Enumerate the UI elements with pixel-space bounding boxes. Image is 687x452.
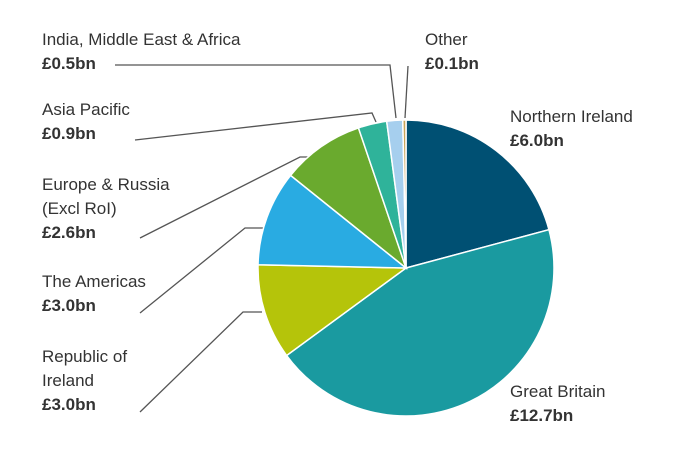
pie-slice [402,119,407,269]
value-label: £0.5bn [42,54,96,73]
category-name: Europe & Russia (Excl RoI) [42,175,170,218]
value-label: £6.0bn [510,131,564,150]
pie-slice [257,264,409,357]
leader-line [134,112,377,141]
leader-line [139,311,262,413]
category-name: Northern Ireland [510,107,633,126]
pie-slice [405,119,550,269]
leader-line [404,65,409,119]
value-label: £0.9bn [42,124,96,143]
value-label: £12.7bn [510,406,574,425]
category-name: Other [425,30,468,49]
slice-label: Republic of Ireland £3.0bn [42,345,127,417]
category-name: The Americas [42,272,146,291]
pie-slice [289,126,408,271]
slice-label: Great Britain £12.7bn [510,380,605,428]
leader-line [139,227,264,314]
value-label: £2.6bn [42,223,96,242]
value-label: £3.0bn [42,296,96,315]
category-name: Asia Pacific [42,100,130,119]
value-label: £0.1bn [425,54,479,73]
slice-label: Northern Ireland £6.0bn [510,105,633,153]
slice-label: The Americas £3.0bn [42,270,146,318]
value-label: £3.0bn [42,395,96,414]
pie-slice [285,228,555,417]
slice-label: India, Middle East & Africa £0.5bn [42,28,240,76]
slice-label: Asia Pacific £0.9bn [42,98,130,146]
slice-label: Europe & Russia (Excl RoI) £2.6bn [42,173,170,245]
leader-line [115,64,397,119]
category-name: Republic of Ireland [42,347,128,390]
slice-label: Other £0.1bn [425,28,479,76]
pie-slice [257,174,409,269]
category-name: Great Britain [510,382,606,401]
category-name: India, Middle East & Africa [42,30,241,49]
